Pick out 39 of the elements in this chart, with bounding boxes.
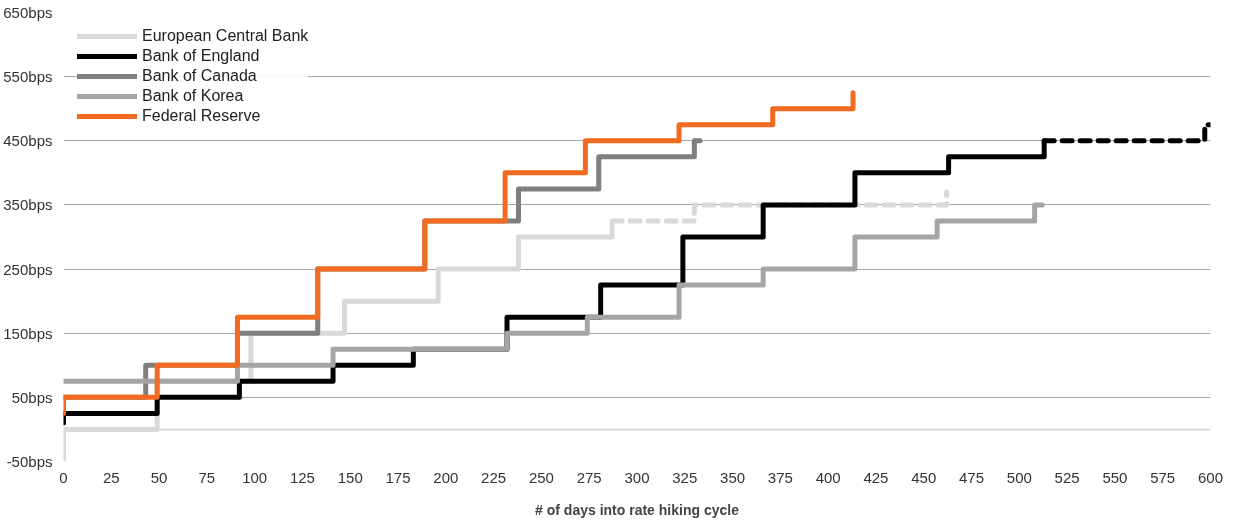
legend-label: Bank of Korea — [142, 87, 244, 105]
legend-label: Bank of Canada — [142, 67, 257, 85]
x-tick-label: 250 — [528, 468, 554, 486]
x-tick-label: 400 — [815, 468, 841, 486]
legend-label: Federal Reserve — [142, 107, 261, 125]
legend-label: Bank of England — [142, 47, 260, 65]
x-tick-label: 525 — [1054, 468, 1080, 486]
x-tick-label: 225 — [481, 468, 507, 486]
x-tick-label: 100 — [242, 468, 268, 486]
x-tick-label: 275 — [576, 468, 602, 486]
x-tick-label: 25 — [102, 468, 120, 486]
x-tick-label: 200 — [433, 468, 459, 486]
x-tick-label: 75 — [198, 468, 216, 486]
y-tick-label: 450bps — [3, 132, 53, 150]
x-tick-label: 600 — [1197, 468, 1224, 486]
x-tick-label: 500 — [1006, 468, 1032, 486]
y-tick-label: 50bps — [11, 388, 53, 406]
legend-label: European Central Bank — [142, 27, 309, 45]
x-tick-label: 125 — [289, 468, 315, 486]
x-tick-label: 175 — [385, 468, 411, 486]
y-tick-label: 250bps — [3, 260, 53, 278]
x-tick-label: 50 — [150, 468, 168, 486]
y-tick-label: 550bps — [3, 68, 53, 86]
y-tick-label: 350bps — [3, 196, 53, 214]
y-tick-label: 650bps — [3, 4, 53, 21]
y-tick-label: 150bps — [3, 324, 53, 342]
x-axis-title: # of days into rate hiking cycle — [535, 501, 740, 518]
x-tick-label: 300 — [624, 468, 650, 486]
x-tick-label: 575 — [1150, 468, 1176, 486]
y-tick-label: -50bps — [6, 453, 53, 470]
x-tick-label: 475 — [959, 468, 985, 486]
x-tick-label: 150 — [337, 468, 363, 486]
x-tick-label: 450 — [911, 468, 937, 486]
x-tick-label: 325 — [672, 468, 698, 486]
x-tick-label: 350 — [720, 468, 746, 486]
x-tick-label: 0 — [59, 468, 68, 486]
x-tick-label: 550 — [1102, 468, 1128, 486]
x-tick-label: 425 — [863, 468, 889, 486]
x-tick-label: 375 — [767, 468, 793, 486]
